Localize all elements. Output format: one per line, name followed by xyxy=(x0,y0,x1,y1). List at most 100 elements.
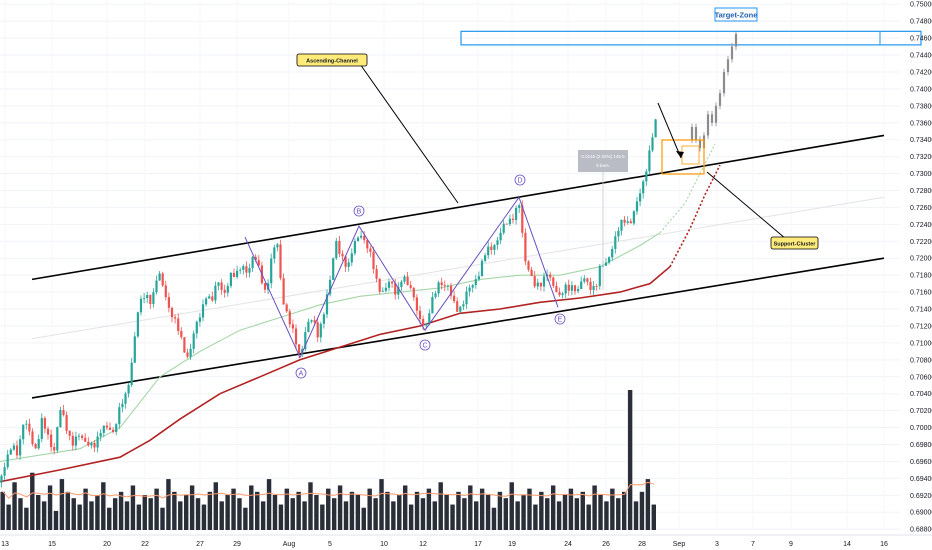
candle-body xyxy=(561,293,564,295)
candle-body xyxy=(56,427,59,451)
candle-body xyxy=(456,301,459,312)
x-tick-label: 3 xyxy=(715,541,719,548)
abcde-pattern: A B C D E xyxy=(244,174,566,379)
candle-body xyxy=(239,269,242,271)
candle-body xyxy=(136,312,139,337)
volume-bar xyxy=(598,495,603,530)
volume-bar xyxy=(645,479,651,530)
candle-body xyxy=(468,287,471,292)
x-tick-label: 14 xyxy=(843,541,851,548)
candle-body xyxy=(6,454,9,468)
candle-body xyxy=(511,218,515,220)
volume-bar xyxy=(284,488,290,530)
candle-body xyxy=(573,285,577,292)
candle-body xyxy=(288,311,291,325)
candle-body xyxy=(81,435,84,438)
candle-body xyxy=(375,268,378,279)
volume-bar xyxy=(474,501,479,530)
volume-bar xyxy=(65,491,71,530)
volume-bar xyxy=(207,491,213,530)
candle-body xyxy=(570,285,573,291)
projection-body xyxy=(722,71,726,94)
target-zone: Target-Zone xyxy=(460,7,922,46)
candle-body xyxy=(146,294,149,299)
candle-body xyxy=(369,248,372,252)
candle-body xyxy=(626,221,629,223)
volume-bar xyxy=(266,479,272,530)
volume-bar xyxy=(326,488,331,530)
candle-body xyxy=(251,256,254,269)
volume-bar xyxy=(278,504,284,530)
candle-body xyxy=(453,295,456,302)
volume-bar xyxy=(95,495,100,530)
projection-body xyxy=(730,46,734,60)
candle-body xyxy=(567,284,570,291)
x-tick-label: 10 xyxy=(380,541,388,548)
candle-body xyxy=(477,276,480,280)
candle-body xyxy=(632,211,635,224)
candle-body xyxy=(406,276,409,286)
projection-body xyxy=(694,126,698,140)
point-label: E xyxy=(558,316,563,323)
volume-bar xyxy=(408,504,414,530)
projection-bars xyxy=(690,30,738,152)
candle-body xyxy=(490,246,493,250)
volume-bar xyxy=(349,491,355,530)
volume-bar xyxy=(12,482,17,530)
volume-bar xyxy=(361,507,366,530)
point-label: B xyxy=(357,208,362,215)
candle-body xyxy=(304,332,307,350)
candle-body xyxy=(229,272,232,286)
candle-body xyxy=(620,219,623,231)
volume-bar xyxy=(47,485,53,530)
projection-body xyxy=(698,139,702,149)
volume-bar xyxy=(438,482,443,530)
candle-body xyxy=(149,294,152,304)
volume-bar xyxy=(580,491,585,530)
moving-average-line xyxy=(0,266,671,483)
volume-bar xyxy=(402,485,408,530)
projection-body xyxy=(734,33,738,47)
volume-bar xyxy=(154,488,159,530)
candle-body xyxy=(62,410,65,415)
volume-bar xyxy=(633,501,639,530)
candle-body xyxy=(205,298,208,305)
candle-body xyxy=(505,223,508,225)
candle-body xyxy=(539,282,542,287)
volume-bar xyxy=(616,498,621,530)
candle-body xyxy=(195,321,198,334)
candle-body xyxy=(589,281,592,290)
candle-body xyxy=(161,273,164,286)
candle-body xyxy=(50,434,53,448)
volume-bar xyxy=(533,504,538,530)
candle-body xyxy=(350,253,353,263)
candle-body xyxy=(12,445,15,450)
volume-bar xyxy=(243,507,248,530)
candle-body xyxy=(586,278,589,282)
candle-body xyxy=(248,268,251,273)
x-tick-label: 13 xyxy=(1,541,9,548)
candle-body xyxy=(102,425,105,433)
volume-bar xyxy=(420,498,426,530)
candle-body xyxy=(366,240,369,249)
volume-bar xyxy=(610,488,615,530)
channel-lower-line xyxy=(31,257,885,399)
x-tick-label: 7 xyxy=(751,541,755,548)
candle-body xyxy=(480,260,484,277)
x-tick-label: 15 xyxy=(48,541,56,548)
volume-bar xyxy=(491,507,497,530)
candle-body xyxy=(400,281,403,287)
candle-body xyxy=(651,137,654,151)
volume-bar xyxy=(627,390,633,530)
volume-bar xyxy=(18,498,23,530)
candle-body xyxy=(611,248,614,258)
volume-bar xyxy=(213,482,218,530)
candle-body xyxy=(542,276,546,287)
